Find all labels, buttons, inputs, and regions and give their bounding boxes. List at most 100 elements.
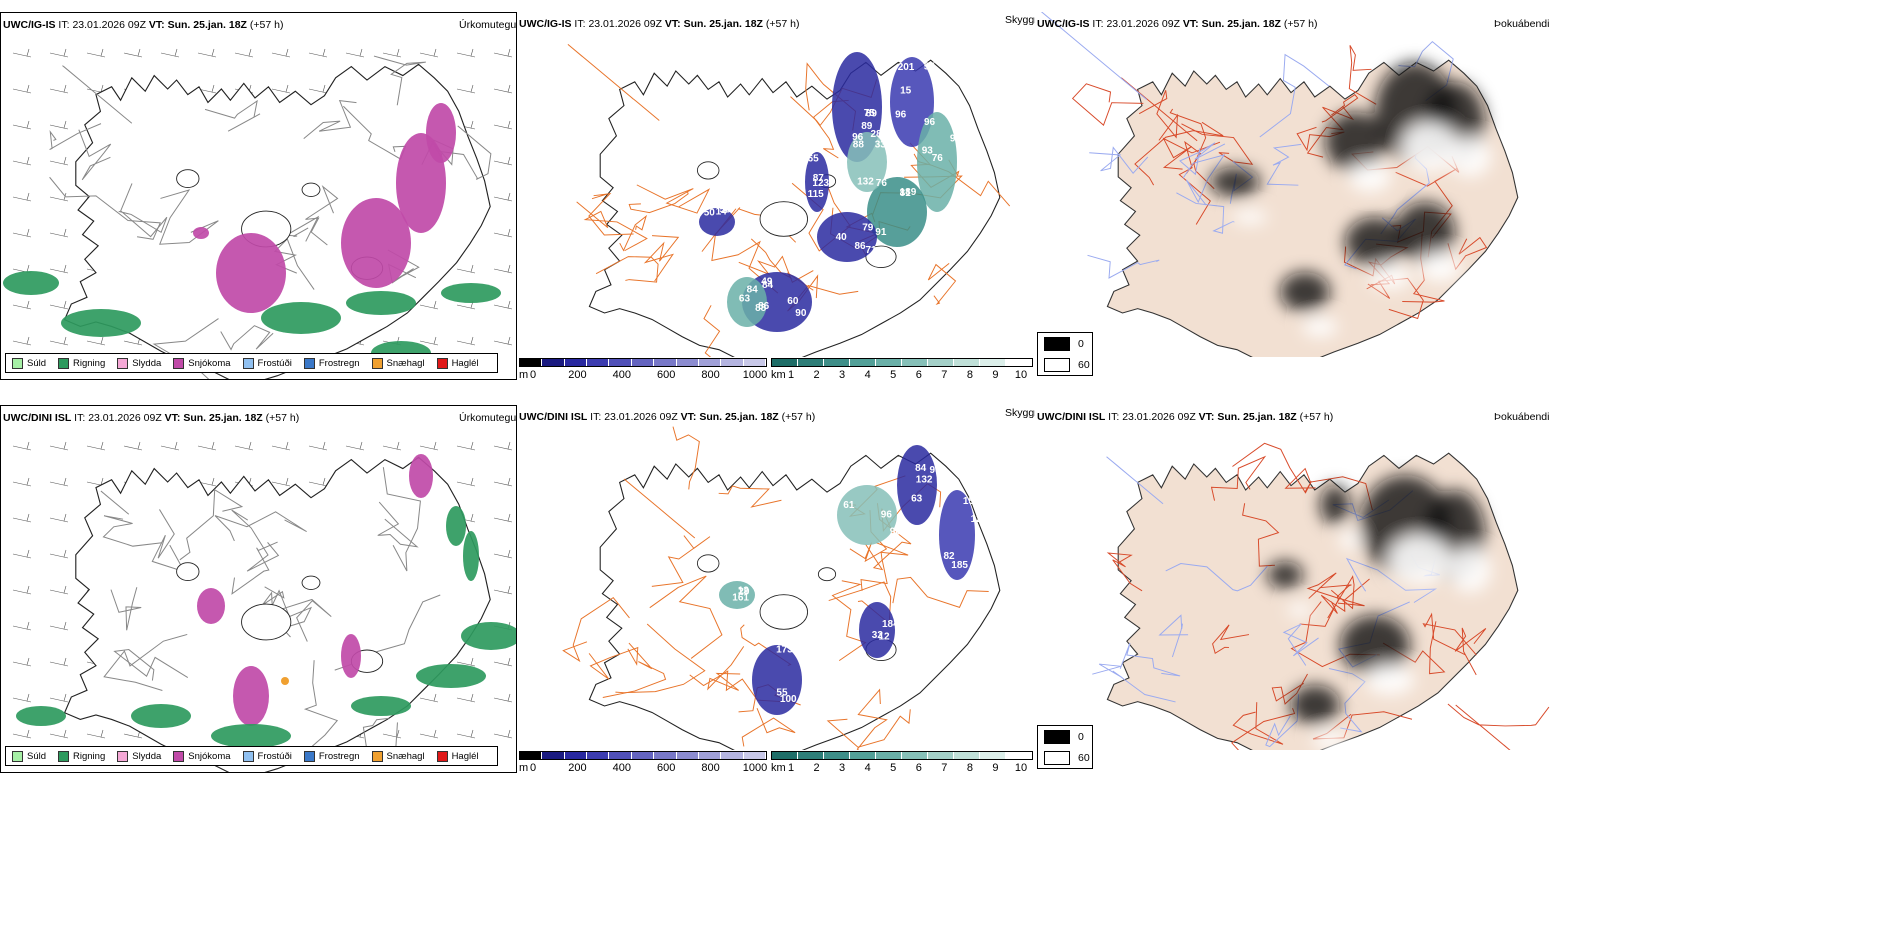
visibility-value-label: 79 bbox=[862, 223, 874, 234]
init-time-label: IT: bbox=[1092, 18, 1104, 30]
colorbar-tick-label: 7 bbox=[941, 369, 948, 380]
visibility-map[interactable]: 1321291003212969015551842961841851731216… bbox=[517, 405, 1035, 750]
valid-time-value: Sun. 25.jan. 18Z bbox=[1201, 18, 1281, 30]
precip-legend-item: Frostúði bbox=[242, 750, 292, 762]
ceiling-colorbar: m 0 200 400 600 800 1000 bbox=[519, 751, 767, 773]
colorbar-cell bbox=[954, 752, 980, 759]
visibility-value-label: 100 bbox=[780, 694, 797, 705]
visibility-value-label: 53 bbox=[723, 203, 735, 214]
visibility-value-label: 93 bbox=[922, 145, 934, 156]
visibility-value-label: 55 bbox=[776, 688, 788, 699]
init-time-value: 23.01.2026 09Z bbox=[604, 411, 678, 423]
visibility-map[interactable]: 2820176767188841411596895595189866049561… bbox=[517, 12, 1035, 357]
legend-swatch bbox=[242, 357, 254, 369]
visibility-value-label: 87 bbox=[813, 173, 825, 184]
colorbar-tick-label: 2 bbox=[813, 762, 820, 773]
model-name: UWC/DINI ISL bbox=[519, 411, 588, 423]
legend-label: Frostregn bbox=[318, 750, 360, 762]
lead-time: (+57 h) bbox=[249, 19, 284, 31]
colorbar-cell bbox=[587, 359, 610, 366]
visibility-value-label: 90 bbox=[890, 526, 902, 537]
visibility-value-label: 84 bbox=[747, 284, 759, 295]
colorbar-cell bbox=[587, 752, 610, 759]
colorbar-strip bbox=[771, 358, 1033, 367]
visibility-value-label: 129 bbox=[971, 514, 988, 525]
model-name: UWC/DINI ISL bbox=[1037, 411, 1106, 423]
panel-header: UWC/DINI ISL IT: 23.01.2026 09Z VT: Sun.… bbox=[519, 411, 815, 423]
legend-label: Snjókoma bbox=[188, 357, 231, 369]
visibility-value-label: 55 bbox=[924, 61, 936, 72]
colorbar-cell bbox=[824, 752, 850, 759]
precip-map[interactable] bbox=[1, 13, 517, 380]
valid-time-label: VT: bbox=[1198, 411, 1215, 423]
legend-label: Haglél bbox=[451, 750, 479, 762]
colorbar-cell bbox=[850, 359, 876, 366]
valid-time-value: Sun. 25.jan. 18Z bbox=[167, 19, 247, 31]
visibility-value-label: 50 bbox=[704, 207, 716, 218]
colorbar-cell bbox=[824, 359, 850, 366]
precip-legend-item: Rigning bbox=[58, 750, 105, 762]
visibility-value-label: 96 bbox=[852, 132, 864, 143]
colorbar-tick-label: 8 bbox=[966, 369, 973, 380]
legend-swatch bbox=[242, 750, 254, 762]
visibility-value-label: 184 bbox=[882, 619, 899, 630]
visibility-value-label: 15 bbox=[900, 85, 912, 96]
visibility-value-label: 201 bbox=[898, 62, 915, 73]
legend-swatch bbox=[303, 750, 315, 762]
fog-title: Þokuábendi bbox=[1494, 18, 1550, 30]
colorbar-tick-label: 200 bbox=[568, 369, 587, 380]
colorbar-cell bbox=[902, 359, 928, 366]
visibility-value-label: 12 bbox=[879, 632, 891, 643]
precip-legend-item: Snæhagl bbox=[371, 357, 425, 369]
colorbar-tick-label: 600 bbox=[657, 762, 676, 773]
legend-swatch bbox=[12, 357, 23, 369]
colorbar-cell bbox=[721, 752, 744, 759]
init-time-value: 23.01.2026 09Z bbox=[88, 412, 162, 424]
legend-swatch bbox=[58, 357, 70, 369]
colorbar-tick-label: 0 bbox=[529, 369, 537, 380]
fog-map[interactable] bbox=[1035, 405, 1555, 750]
legend-swatch bbox=[371, 357, 383, 369]
visibility-value-label: 81 bbox=[900, 188, 912, 199]
colorbar-unit: km bbox=[771, 762, 786, 773]
visibility-value-label: 29 bbox=[738, 587, 750, 598]
visibility-value-label: 32 bbox=[872, 630, 884, 641]
precip-map[interactable] bbox=[1, 406, 517, 773]
visibility-value-label: 96 bbox=[895, 110, 907, 121]
visibility-colorbar: km 1 2 3 4 5 6 7 8 9 10 bbox=[771, 751, 1033, 773]
fog-map[interactable] bbox=[1035, 12, 1555, 357]
precip-type-panel: UWC/DINI ISL IT: 23.01.2026 09Z VT: Sun.… bbox=[0, 405, 517, 773]
colorbar-cell bbox=[928, 752, 954, 759]
colorbar-tick-label: 2 bbox=[813, 369, 820, 380]
precip-legend-item: Haglél bbox=[436, 357, 479, 369]
panel-header: UWC/DINI ISL IT: 23.01.2026 09Z VT: Sun.… bbox=[1037, 411, 1333, 423]
legend-swatch bbox=[117, 750, 129, 762]
colorbar-cell bbox=[743, 752, 766, 759]
precip-legend-item: Snjókoma bbox=[173, 750, 231, 762]
valid-time-label: VT: bbox=[664, 18, 681, 30]
visibility-value-label: 56 bbox=[720, 205, 732, 216]
colorbar-cell bbox=[609, 359, 632, 366]
fog-legend-item: 0 bbox=[1044, 337, 1084, 351]
colorbar-strip bbox=[519, 358, 767, 367]
legend-swatch bbox=[12, 750, 23, 762]
init-time-label: IT: bbox=[590, 411, 602, 423]
visibility-value-label: 96 bbox=[881, 510, 893, 521]
visibility-value-label: 33 bbox=[875, 139, 887, 150]
colorbar-cell bbox=[631, 752, 655, 759]
legend-label: Rigning bbox=[73, 357, 106, 369]
visibility-value-label: 84 bbox=[762, 280, 774, 291]
colorbar-tick-label: 8 bbox=[966, 762, 973, 773]
colorbar-tick-label: 7 bbox=[941, 762, 948, 773]
visibility-value-label: 189 bbox=[900, 187, 917, 198]
visibility-colorbar: km 1 2 3 4 5 6 7 8 9 10 bbox=[771, 358, 1033, 380]
visibility-value-label: 173 bbox=[776, 645, 793, 656]
model-name: UWC/IG-IS bbox=[3, 19, 56, 31]
visibility-value-label: 49 bbox=[761, 276, 773, 287]
visibility-value-label: 185 bbox=[951, 560, 968, 571]
visibility-panel: 28 201 76 76 71 88 84 14 115 96 89 55 95 189 86 60 49 56 1… bbox=[517, 12, 1035, 380]
colorbar-cell bbox=[954, 359, 980, 366]
init-time-label: IT: bbox=[74, 412, 86, 424]
precip-legend-item: Frostregn bbox=[303, 357, 360, 369]
colorbar-cell bbox=[902, 752, 928, 759]
